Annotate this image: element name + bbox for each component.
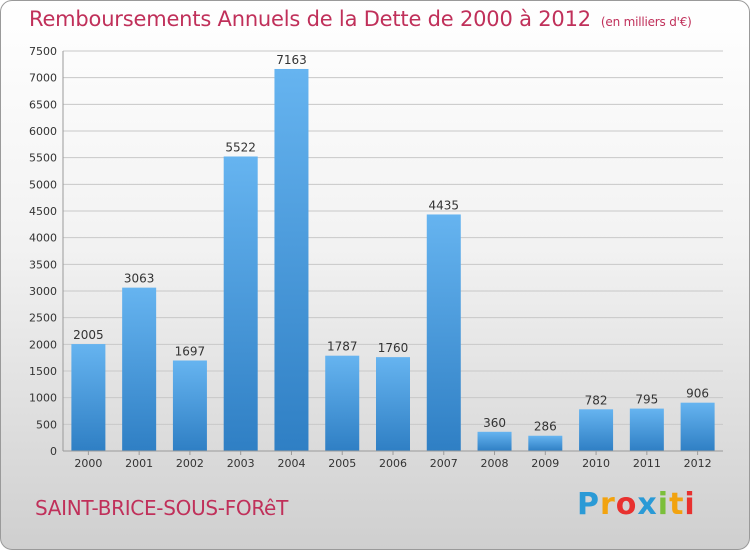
bar-2010: [579, 409, 614, 451]
logo-letter: x: [637, 487, 658, 522]
y-tick-label: 2000: [29, 338, 57, 351]
data-label: 3063: [124, 272, 155, 286]
y-axis-ticks: 0 500 1000 1500 2000 2500 3000 3500 4000 4500 5000…: [29, 45, 57, 458]
data-label: 1787: [327, 340, 358, 354]
bar-2006: [376, 357, 410, 451]
y-tick-label: 7000: [29, 72, 57, 85]
data-label: 7163: [276, 53, 307, 67]
data-label: 906: [686, 387, 709, 401]
data-label: 4435: [428, 198, 459, 212]
bar-2005: [325, 355, 360, 451]
x-tick-label: 2000: [74, 457, 102, 470]
y-tick-label: 3500: [29, 258, 57, 271]
bar-2008: [477, 431, 512, 451]
x-tick-label: 2009: [531, 457, 559, 470]
x-tick-label: 2004: [277, 457, 305, 470]
x-tick-label: 2006: [379, 457, 407, 470]
logo-letter: P: [577, 487, 600, 522]
y-tick-label: 6000: [29, 125, 57, 138]
proxiti-logo: Proxiti: [577, 487, 696, 522]
x-tick-label: 2007: [430, 457, 458, 470]
bar-2003: [223, 156, 258, 451]
x-tick-label: 2011: [633, 457, 661, 470]
y-tick-label: 0: [50, 445, 57, 458]
chart-title: Remboursements Annuels de la Dette de 20…: [29, 7, 692, 31]
chart-title-text: Remboursements Annuels de la Dette de 20…: [29, 7, 591, 31]
y-tick-label: 4000: [29, 232, 57, 245]
y-tick-label: 2500: [29, 312, 57, 325]
y-tick-label: 1000: [29, 392, 57, 405]
bar-2000: [71, 344, 106, 451]
data-label: 2005: [73, 328, 104, 342]
logo-letter: r: [600, 487, 616, 522]
x-tick-label: 2001: [125, 457, 153, 470]
bar-2004: [274, 68, 309, 452]
bar-2009: [528, 435, 563, 451]
bar-2012: [680, 402, 715, 451]
bar-2007: [426, 214, 461, 451]
city-name: SAINT-BRICE-SOUS-FORêT: [35, 496, 288, 520]
logo-letter: t: [669, 487, 685, 522]
y-tick-label: 500: [36, 418, 57, 431]
x-tick-label: 2003: [227, 457, 255, 470]
logo-letter: i: [657, 487, 670, 522]
y-tick-label: 4500: [29, 205, 57, 218]
logo-letter: i: [684, 487, 696, 522]
x-tick-label: 2002: [176, 457, 204, 470]
bar-2001: [122, 287, 157, 451]
y-tick-label: 1500: [29, 365, 57, 378]
bars: [71, 68, 715, 452]
x-axis-ticks: 2000 2001 2002 2003 2004 2005 2006 2007 2008 2009…: [63, 450, 723, 470]
y-tick-label: 5500: [29, 152, 57, 165]
x-tick-label: 2005: [328, 457, 356, 470]
bar-2002: [172, 360, 207, 451]
data-label: 1697: [175, 344, 206, 358]
y-tick-label: 6500: [29, 98, 57, 111]
y-tick-label: 5000: [29, 178, 57, 191]
data-labels: 2005 3063 1697 5522 7163 1787 1760 4435 360 286 78…: [73, 53, 709, 434]
data-label: 286: [534, 420, 557, 434]
y-tick-label: 7500: [29, 45, 57, 58]
data-label: 782: [585, 393, 608, 407]
data-label: 5522: [225, 140, 256, 154]
x-tick-label: 2010: [582, 457, 610, 470]
data-label: 795: [635, 393, 658, 407]
data-label: 1760: [378, 341, 409, 355]
x-tick-label: 2008: [481, 457, 509, 470]
logo-letter: o: [615, 487, 638, 522]
unit-note: (en milliers d'€): [600, 15, 692, 29]
y-tick-label: 3000: [29, 285, 57, 298]
x-tick-label: 2012: [684, 457, 712, 470]
data-label: 360: [483, 416, 506, 430]
bar-2011: [629, 408, 664, 451]
